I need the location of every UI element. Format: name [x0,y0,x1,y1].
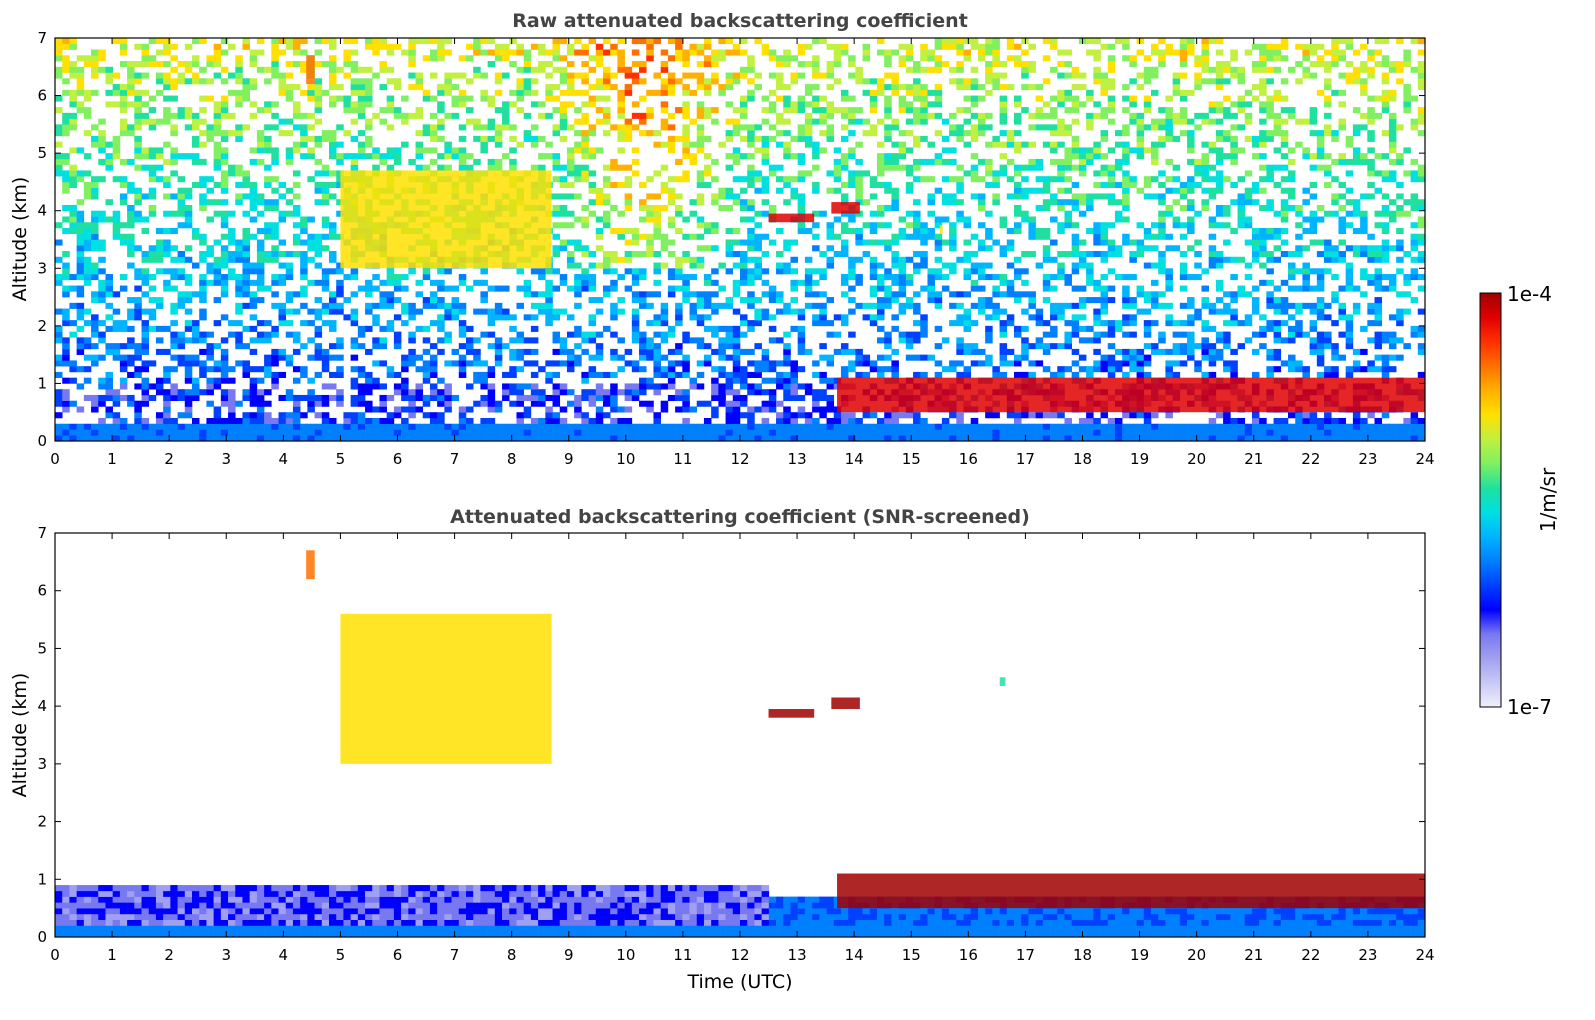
x-tick-label: 17 [1016,946,1035,964]
raw-y-ticks: 0 1 2 3 4 5 6 7 [37,29,1425,450]
x-tick-label: 3 [221,450,231,468]
x-tick-label: 1 [107,946,117,964]
x-tick-label: 14 [845,450,864,468]
x-tick-label: 12 [730,450,749,468]
x-tick-label: 24 [1415,450,1434,468]
x-tick-label: 4 [279,450,289,468]
snr-y-ticks: 0 1 2 3 4 5 6 7 [37,524,1425,946]
x-tick-label: 19 [1130,946,1149,964]
y-tick-label: 5 [37,144,47,162]
heatmap-feature [768,213,815,223]
x-axis-label: Time (UTC) [686,971,792,993]
y-tick-label: 7 [37,29,47,47]
x-tick-label: 21 [1244,450,1263,468]
x-tick-label: 3 [221,946,231,964]
x-tick-label: 7 [450,450,460,468]
x-tick-label: 22 [1301,450,1320,468]
y-tick-label: 4 [37,697,47,715]
x-tick-label: 15 [902,946,921,964]
heatmap-feature [837,377,1425,413]
x-tick-label: 4 [279,946,289,964]
raw-y-axis-label: Altitude (km) [9,177,31,302]
x-tick-label: 5 [336,450,346,468]
snr-y-axis-label: Altitude (km) [9,673,31,798]
x-tick-label: 0 [50,946,60,964]
x-tick-label: 8 [507,946,517,964]
y-tick-label: 7 [37,524,47,542]
x-tick-label: 0 [50,450,60,468]
y-tick-label: 4 [37,202,47,220]
x-tick-label: 9 [564,946,574,964]
y-tick-label: 2 [37,317,47,335]
x-tick-label: 24 [1415,946,1434,964]
x-tick-label: 10 [616,450,635,468]
heatmap-feature [306,550,315,580]
x-tick-label: 12 [730,946,749,964]
x-tick-label: 22 [1301,946,1320,964]
x-tick-label: 10 [616,946,635,964]
raw-backscatter-panel: Raw attenuated backscattering coefficien… [9,10,1435,468]
raw-x-ticks: 0 1 2 3 4 5 6 7 8 9 10 11 12 13 14 15 16 17 18 19 20 21 22 23 24 [50,38,1435,468]
y-tick-label: 3 [37,259,47,277]
x-tick-label: 14 [845,946,864,964]
colorbar-max-label: 1e-4 [1507,282,1552,306]
snr-x-ticks: 0 1 2 3 4 5 6 7 8 9 10 11 12 13 14 15 16 17 18 19 20 21 22 23 24 [50,533,1435,964]
x-tick-label: 2 [164,450,174,468]
x-tick-label: 15 [902,450,921,468]
x-tick-label: 8 [507,450,517,468]
x-tick-label: 17 [1016,450,1035,468]
x-tick-label: 6 [393,450,403,468]
y-tick-label: 0 [37,432,47,450]
x-tick-label: 6 [393,946,403,964]
colorbar-scale [1479,292,1502,708]
heatmap-feature [939,225,943,234]
raw-heatmap-features [306,55,1425,413]
y-tick-label: 0 [37,928,47,946]
heatmap-feature [831,697,860,710]
y-tick-label: 2 [37,813,47,831]
x-tick-label: 2 [164,946,174,964]
x-tick-label: 13 [788,946,807,964]
heatmap-feature [306,55,315,85]
snr-screened-panel: Attenuated backscattering coefficient (S… [9,506,1435,993]
x-tick-label: 20 [1187,450,1206,468]
x-tick-label: 11 [673,946,692,964]
x-tick-label: 21 [1244,946,1263,964]
y-tick-label: 6 [37,582,47,600]
heatmap-feature [999,677,1006,686]
x-tick-label: 23 [1358,450,1377,468]
x-tick-label: 11 [673,450,692,468]
y-tick-label: 5 [37,639,47,657]
x-tick-label: 18 [1073,946,1092,964]
heatmap-feature [837,873,1425,909]
y-tick-label: 3 [37,755,47,773]
heatmap-feature [340,170,552,269]
x-tick-label: 18 [1073,450,1092,468]
x-tick-label: 16 [959,450,978,468]
x-tick-label: 7 [450,946,460,964]
y-tick-label: 6 [37,87,47,105]
x-tick-label: 1 [107,450,117,468]
snr-heatmap-features [306,550,1425,909]
colorbar: 1e-4 1e-7 1/m/sr [1479,282,1560,719]
x-tick-label: 5 [336,946,346,964]
colorbar-min-label: 1e-7 [1507,695,1552,719]
snr-panel-title: Attenuated backscattering coefficient (S… [450,506,1030,528]
heatmap-feature [768,709,815,718]
x-tick-label: 19 [1130,450,1149,468]
x-tick-label: 20 [1187,946,1206,964]
raw-panel-title: Raw attenuated backscattering coefficien… [512,10,968,32]
x-tick-label: 13 [788,450,807,468]
x-tick-label: 23 [1358,946,1377,964]
heatmap-feature [340,613,552,764]
y-tick-label: 1 [37,374,47,392]
y-tick-label: 1 [37,870,47,888]
heatmap-feature [831,202,860,214]
x-tick-label: 16 [959,946,978,964]
colorbar-unit-label: 1/m/sr [1536,467,1560,532]
x-tick-label: 9 [564,450,574,468]
